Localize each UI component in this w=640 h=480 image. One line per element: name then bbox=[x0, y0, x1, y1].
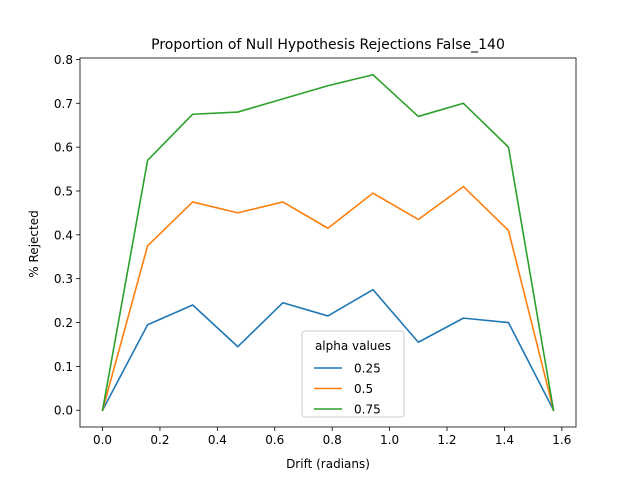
y-tick-label: 0.3 bbox=[54, 272, 73, 286]
legend-title: alpha values bbox=[315, 339, 391, 353]
series-line-0-25 bbox=[101, 288, 555, 412]
y-tick-label: 0.6 bbox=[54, 141, 73, 155]
x-tick-label: 0.0 bbox=[93, 433, 112, 447]
legend-label: 0.75 bbox=[354, 403, 381, 417]
y-tick-label: 0.4 bbox=[54, 228, 73, 242]
series-line-0-75 bbox=[101, 73, 555, 412]
x-axis-label: Drift (radians) bbox=[286, 457, 370, 471]
y-axis-label: % Rejected bbox=[27, 210, 41, 277]
x-tick-label: 1.4 bbox=[495, 433, 514, 447]
chart-title: Proportion of Null Hypothesis Rejections… bbox=[151, 37, 505, 53]
x-tick-label: 1.0 bbox=[380, 433, 399, 447]
y-tick-label: 0.8 bbox=[54, 53, 73, 67]
x-tick-label: 0.6 bbox=[265, 433, 284, 447]
legend-box bbox=[301, 330, 405, 418]
legend-label: 0.5 bbox=[354, 382, 373, 396]
axes-frame bbox=[79, 57, 577, 428]
plot-area: 0.0 0.2 0.4 0.6 0.8 1.0 1.2 1.4 1.6 0.0 0.1 0.2 0.3 0… bbox=[54, 53, 577, 447]
y-tick-label: 0.5 bbox=[54, 184, 73, 198]
legend-label: 0.25 bbox=[354, 362, 381, 376]
x-tick-label: 1.6 bbox=[552, 433, 571, 447]
series-line-0-5 bbox=[101, 185, 555, 412]
x-tick-label: 0.4 bbox=[208, 433, 227, 447]
legend: alpha values 0.25 0.5 0.75 bbox=[301, 330, 405, 418]
y-tick-label: 0.0 bbox=[54, 404, 73, 418]
x-tick-label: 0.8 bbox=[323, 433, 342, 447]
y-tick-label: 0.2 bbox=[54, 316, 73, 330]
x-tick-label: 0.2 bbox=[150, 433, 169, 447]
x-tick-label: 1.2 bbox=[437, 433, 456, 447]
y-tick-label: 0.1 bbox=[54, 360, 73, 374]
y-tick-label: 0.7 bbox=[54, 97, 73, 111]
